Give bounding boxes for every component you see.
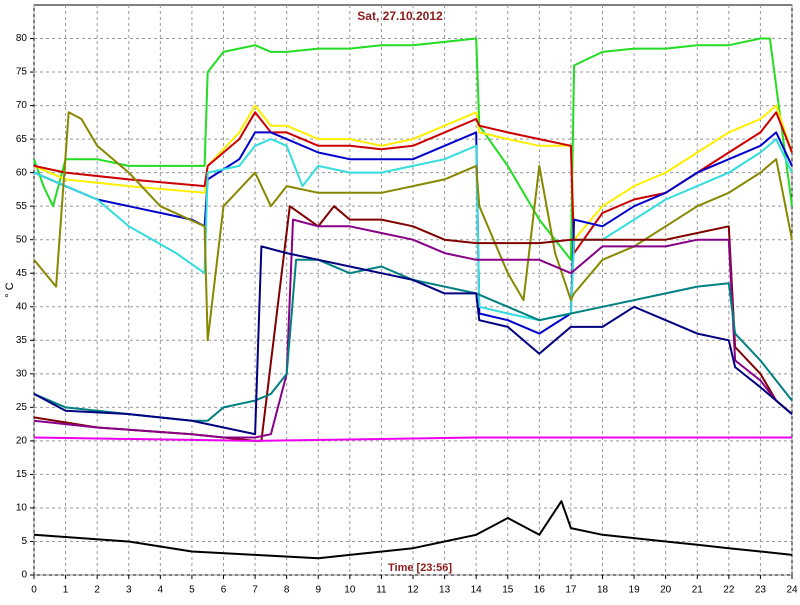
series-line (33, 500, 793, 560)
y-tick-label: 80 (16, 33, 28, 44)
x-tick-label: 3 (126, 585, 132, 596)
series-line (33, 245, 793, 436)
chart-title: Sat, 27.10.2012 (357, 9, 443, 23)
series-line (33, 258, 793, 422)
y-tick-label: 30 (16, 368, 28, 379)
y-tick-label: 0 (21, 570, 27, 581)
y-tick-label: 40 (16, 301, 28, 312)
x-tick-label: 5 (189, 585, 195, 596)
x-tick-label: 20 (660, 585, 672, 596)
y-tick-label: 65 (16, 134, 28, 145)
x-tick-label: 10 (344, 585, 356, 596)
x-tick-label: 17 (565, 585, 577, 596)
y-tick-label: 35 (16, 335, 28, 346)
y-tick-label: 60 (16, 167, 28, 178)
y-tick-label: 20 (16, 436, 28, 447)
y-axis-label: ° C (4, 282, 16, 297)
series-line (33, 436, 792, 442)
series-line (33, 218, 793, 439)
x-tick-label: 19 (629, 585, 641, 596)
x-tick-label: 15 (502, 585, 514, 596)
y-tick-label: 45 (16, 268, 28, 279)
x-tick-label: 12 (407, 585, 419, 596)
x-tick-label: 11 (376, 585, 387, 596)
x-tick-label: 24 (786, 585, 798, 596)
y-tick-label: 75 (16, 67, 28, 78)
y-tick-label: 5 (21, 536, 27, 547)
x-tick-label: 21 (692, 585, 704, 596)
x-tick-label: 4 (158, 585, 164, 596)
y-tick-label: 10 (16, 503, 28, 514)
x-tick-label: 6 (221, 585, 227, 596)
x-tick-label: 18 (597, 585, 609, 596)
time-annotation: Time [23:56] (388, 562, 452, 574)
x-tick-label: 2 (94, 585, 100, 596)
series-line (33, 111, 793, 342)
series-line (33, 104, 793, 241)
x-tick-label: 14 (471, 585, 483, 596)
x-tick-label: 23 (755, 585, 767, 596)
x-tick-label: 16 (534, 585, 546, 596)
series-line (33, 138, 793, 322)
x-tick-label: 22 (723, 585, 735, 596)
x-tick-label: 8 (284, 585, 290, 596)
x-tick-label: 1 (63, 585, 69, 596)
y-tick-label: 50 (16, 234, 28, 245)
series-line (33, 37, 793, 261)
x-tick-label: 9 (315, 585, 321, 596)
y-tick-label: 70 (16, 100, 28, 111)
x-tick-label: 13 (439, 585, 451, 596)
y-tick-label: 25 (16, 402, 28, 413)
y-tick-label: 15 (16, 469, 28, 480)
x-tick-label: 0 (31, 585, 37, 596)
y-tick-label: 55 (16, 201, 28, 212)
x-tick-label: 7 (252, 585, 258, 596)
